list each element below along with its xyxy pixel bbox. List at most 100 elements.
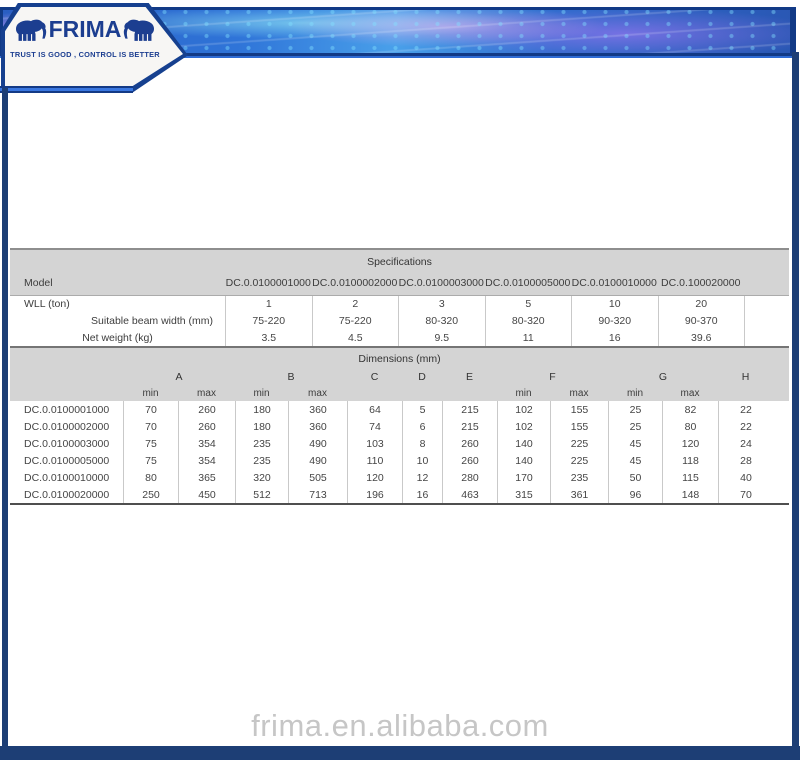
- dim-row: DC.0.0100001000 70 260 180 360 64 5 215 102 155 25…: [10, 401, 789, 418]
- table-cell: [744, 329, 789, 347]
- dim-row-model: DC.0.0100003000: [24, 437, 110, 450]
- dim-row: DC.0.0100010000 80 365 320 505 120 12 280 170 235…: [10, 469, 789, 486]
- table-cell: [744, 312, 789, 330]
- elephant-left-icon: [15, 19, 46, 41]
- table-cell: [773, 435, 789, 452]
- spec-value: 90-320: [571, 312, 658, 330]
- dim-value: 260: [442, 452, 497, 469]
- dim-value: 25: [608, 418, 662, 435]
- dim-value: 16: [402, 486, 442, 503]
- left-frame-border: [2, 88, 8, 746]
- minmax-label: [402, 386, 442, 401]
- spec-title: Specifications: [367, 256, 432, 268]
- spec-row: Net weight (kg) 3.5 4.5 9.5 11 16 39.6: [10, 329, 789, 347]
- spec-value: 39.6: [657, 329, 745, 347]
- dim-value: 120: [662, 435, 718, 452]
- dim-value: 155: [550, 418, 608, 435]
- dim-value: 354: [178, 435, 235, 452]
- dim-value: 140: [497, 452, 550, 469]
- spec-value: 5: [484, 296, 572, 313]
- model-number: DC.0.0100010000: [571, 277, 657, 289]
- dim-value: 64: [347, 401, 402, 418]
- dim-value: 361: [550, 486, 608, 503]
- spec-value: 10: [571, 296, 658, 313]
- dim-value: 118: [662, 452, 718, 469]
- dim-value: 225: [550, 452, 608, 469]
- dim-value: 110: [347, 452, 402, 469]
- dim-value: 115: [662, 469, 718, 486]
- dimensions-title: Dimensions (mm): [358, 353, 441, 365]
- table-cell: [10, 386, 123, 401]
- dim-row-model: DC.0.0100005000: [24, 454, 110, 467]
- dimension-letter-row: A B C D E F G H: [10, 368, 789, 386]
- dim-value: 215: [442, 418, 497, 435]
- table-cell: [744, 296, 789, 313]
- dim-value: 505: [288, 469, 347, 486]
- dim-value: 148: [662, 486, 718, 503]
- table-cell: [744, 271, 789, 295]
- dim-value: 70: [123, 418, 178, 435]
- dim-value: 102: [497, 418, 550, 435]
- minmax-label: [442, 386, 497, 401]
- dim-value: 713: [288, 486, 347, 503]
- dimension-minmax-row: min max min max min max min max: [10, 386, 789, 401]
- dim-value: 82: [662, 401, 718, 418]
- dim-row: DC.0.0100003000 75 354 235 490 103 8 260 140 225 4…: [10, 435, 789, 452]
- dim-value: 250: [123, 486, 178, 503]
- spec-value: 3.5: [225, 329, 312, 347]
- spec-value: 75-220: [311, 312, 399, 330]
- dimension-letter: D: [418, 371, 426, 383]
- dim-value: 74: [347, 418, 402, 435]
- dim-value: 360: [288, 401, 347, 418]
- model-number: DC.0.0100001000: [225, 277, 311, 289]
- dim-value: 315: [497, 486, 550, 503]
- spec-value: 1: [225, 296, 312, 313]
- minmax-label: [718, 386, 773, 401]
- dim-value: 75: [123, 452, 178, 469]
- dim-row-model: DC.0.0100002000: [24, 420, 110, 433]
- table-cell: [773, 401, 789, 418]
- dim-value: 10: [402, 452, 442, 469]
- table-cell: [773, 386, 789, 401]
- table-cell: [773, 452, 789, 469]
- dim-value: 180: [235, 418, 288, 435]
- spec-value: 4.5: [311, 329, 399, 347]
- table-cell: [773, 469, 789, 486]
- minmax-label: max: [680, 388, 700, 399]
- dim-value: 512: [235, 486, 288, 503]
- dim-value: 6: [402, 418, 442, 435]
- brand-logo-plate: FRIMA TRUST IS GOOD , CONTROL IS BETTER: [1, 3, 188, 93]
- spec-row: Suitable beam width (mm) 75-220 75-220 80-3…: [10, 312, 789, 330]
- dim-value: 22: [718, 401, 773, 418]
- dim-value: 8: [402, 435, 442, 452]
- dim-value: 80: [662, 418, 718, 435]
- minmax-label: min: [515, 388, 532, 399]
- dim-value: 260: [178, 401, 235, 418]
- dim-value: 70: [718, 486, 773, 503]
- dim-value: 280: [442, 469, 497, 486]
- dim-value: 365: [178, 469, 235, 486]
- spec-value: 80-320: [398, 312, 485, 330]
- dim-value: 140: [497, 435, 550, 452]
- spec-value: 75-220: [225, 312, 312, 330]
- dim-value: 320: [235, 469, 288, 486]
- brand-logo: FRIMA TRUST IS GOOD , CONTROL IS BETTER: [5, 15, 165, 59]
- dimension-letter: H: [741, 371, 750, 383]
- dim-value: 215: [442, 401, 497, 418]
- dimension-letter: F: [549, 371, 556, 383]
- minmax-label: max: [308, 388, 327, 399]
- dim-value: 75: [123, 435, 178, 452]
- specifications-header-band: Specifications Model DC.0.0100001000 DC.0…: [10, 248, 789, 296]
- spec-row: WLL (ton) 1 2 3 5 10 20: [10, 296, 789, 313]
- dim-value: 24: [718, 435, 773, 452]
- spec-value: 11: [484, 329, 572, 347]
- spec-value: 2: [311, 296, 399, 313]
- minmax-label: min: [142, 388, 159, 399]
- minmax-label: max: [197, 388, 216, 399]
- dim-value: 80: [123, 469, 178, 486]
- bottom-frame-bar: [0, 746, 800, 760]
- dim-value: 120: [347, 469, 402, 486]
- spec-value: 80-320: [484, 312, 572, 330]
- dim-value: 28: [718, 452, 773, 469]
